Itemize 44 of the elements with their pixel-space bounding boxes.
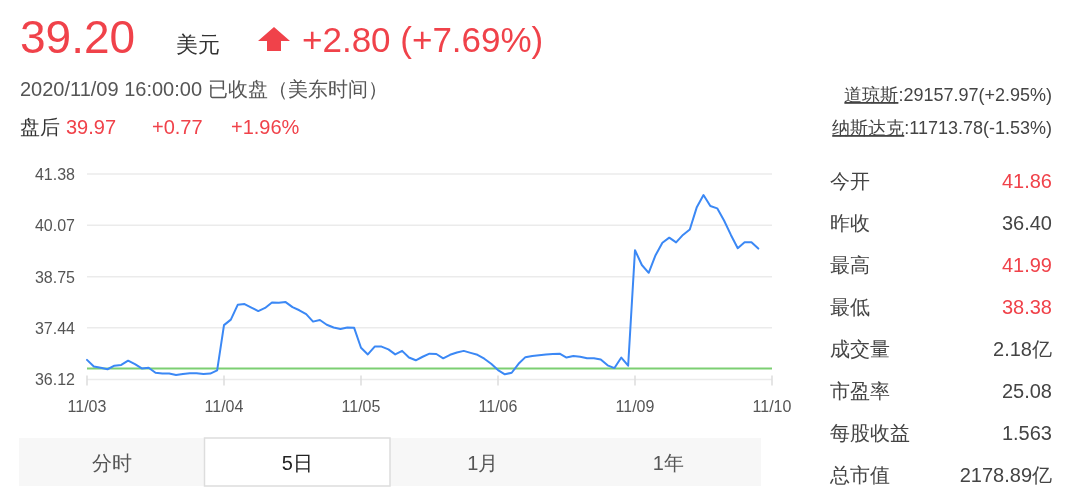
text: 39.97 xyxy=(66,116,117,138)
text: 5日 xyxy=(281,452,313,474)
x-tick-label: 11/04 xyxy=(204,398,244,416)
text: 41.86 xyxy=(1001,170,1052,192)
text: 总市值 xyxy=(829,464,890,486)
text: 1月 xyxy=(467,452,499,474)
y-tick-label: 41.38 xyxy=(34,166,76,183)
line-series xyxy=(86,194,760,377)
x-tick-label: 11/03 xyxy=(67,398,107,416)
text: 25.08 xyxy=(1001,380,1052,402)
text: 2.18亿 xyxy=(993,338,1052,360)
text: +0.77 xyxy=(152,116,203,138)
text: +2.80 (+7.69%) xyxy=(302,20,544,59)
text: 每股收益 xyxy=(830,422,910,444)
text: 41.99 xyxy=(1001,254,1052,276)
y-tick-label: 38.75 xyxy=(34,268,76,286)
text: 今开 xyxy=(830,170,870,192)
text: 分时 xyxy=(91,452,132,474)
text: :11713.78(-1.53%) xyxy=(904,118,1052,138)
text: 盘后 xyxy=(20,116,60,138)
text: 最低 xyxy=(830,296,870,318)
y-tick-label: 40.07 xyxy=(34,217,76,235)
text: 市盈率 xyxy=(830,380,890,402)
text: 36.40 xyxy=(1001,212,1052,234)
text: 1年 xyxy=(652,452,684,474)
text: 成交量 xyxy=(830,338,890,360)
text: 道琼斯 xyxy=(844,85,899,105)
x-tick-label: 11/10 xyxy=(752,398,792,416)
text: 昨收 xyxy=(830,212,870,234)
x-tick-label: 11/09 xyxy=(615,398,655,416)
text: +1.96% xyxy=(231,116,300,138)
text: 纳斯达克 xyxy=(832,118,905,138)
text: 1.563 xyxy=(1001,422,1052,444)
x-tick-label: 11/06 xyxy=(478,398,518,416)
text: 最高 xyxy=(830,254,870,276)
text: 2178.89亿 xyxy=(959,464,1052,486)
text: 2020/11/09 16:00:00 已收盘（美东时间） xyxy=(20,78,388,100)
y-tick-label: 36.12 xyxy=(34,371,76,389)
y-tick-label: 37.44 xyxy=(34,319,76,337)
text: 39.20 xyxy=(20,11,136,63)
text: 美元 xyxy=(176,32,220,57)
text: 38.38 xyxy=(1001,296,1052,318)
x-tick-label: 11/05 xyxy=(341,398,381,416)
text: :29157.97(+2.95%) xyxy=(898,85,1052,105)
